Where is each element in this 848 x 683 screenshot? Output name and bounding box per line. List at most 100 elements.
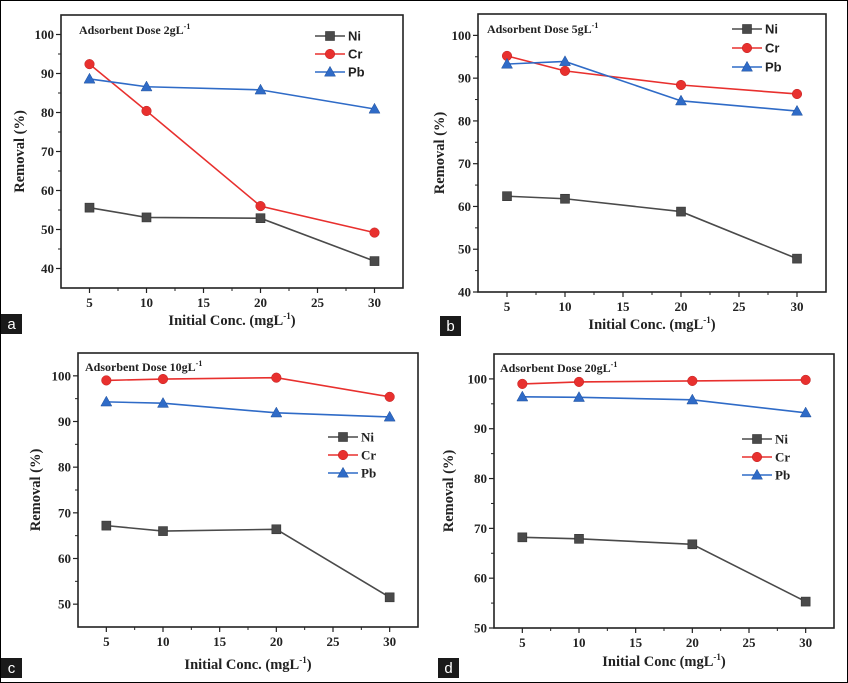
data-point-pb-5 bbox=[100, 395, 113, 407]
chart-panel-a: 5 10 15 20 25 30 40 50 60 70 80 90 100 Initial Conc. … bbox=[1, 14, 404, 334]
data-point-pb-30 bbox=[791, 104, 803, 116]
y-tick-label: 60 bbox=[41, 183, 54, 198]
data-point-cr-5 bbox=[101, 375, 112, 386]
x-axis-title-suffix: ) bbox=[291, 313, 296, 329]
data-point-pb-5 bbox=[501, 57, 513, 69]
data-point-ni-20 bbox=[255, 213, 266, 223]
y-tick-label: 100 bbox=[468, 371, 488, 386]
x-axis-title-text: Initial Conc (mgL bbox=[602, 654, 714, 670]
series-ni bbox=[84, 202, 380, 266]
series-pb bbox=[83, 72, 381, 114]
panel-title-text: Adsorbent Dose 10gL bbox=[85, 360, 196, 374]
y-tick-label: 80 bbox=[41, 105, 54, 120]
x-tick-label: 25 bbox=[311, 295, 325, 310]
data-point-ni-30 bbox=[369, 256, 380, 266]
data-point-cr-30 bbox=[791, 88, 803, 100]
legend-label-cr: Cr bbox=[765, 41, 779, 56]
panel-title-superscript: -1 bbox=[196, 359, 203, 368]
data-point-pb-20 bbox=[686, 393, 699, 405]
legend-marker-ni bbox=[338, 432, 348, 442]
data-point-cr-10 bbox=[573, 376, 585, 387]
data-point-ni-10 bbox=[560, 193, 570, 204]
panel-letter-badge bbox=[1, 658, 22, 678]
y-tick-label: 80 bbox=[474, 471, 487, 486]
legend-label-cr: Cr bbox=[361, 448, 376, 463]
x-tick-label: 25 bbox=[743, 635, 757, 650]
x-tick-label: 30 bbox=[791, 299, 804, 314]
x-axis-title-superscript: -1 bbox=[713, 652, 721, 662]
data-point-ni-20 bbox=[271, 524, 282, 535]
x-tick-label: 5 bbox=[519, 635, 526, 650]
legend-label-ni: Ni bbox=[765, 22, 778, 37]
legend-marker-ni bbox=[325, 31, 335, 41]
y-axis-title: Removal (%) bbox=[28, 449, 44, 532]
y-tick-label: 60 bbox=[58, 551, 71, 566]
panel-letter: a bbox=[7, 316, 16, 333]
legend-marker-pb bbox=[751, 468, 763, 480]
x-tick-label: 20 bbox=[686, 635, 699, 650]
y-tick-label: 80 bbox=[58, 460, 71, 475]
legend-label-pb: Pb bbox=[775, 468, 790, 483]
y-tick-label: 100 bbox=[35, 27, 55, 42]
legend-label-ni: Ni bbox=[775, 432, 788, 447]
panel-title-text: Adsorbent Dose 5gL bbox=[487, 22, 592, 36]
data-point-cr-20 bbox=[675, 79, 687, 91]
legend: Ni Cr Pb bbox=[742, 432, 790, 483]
x-tick-label: 20 bbox=[254, 295, 267, 310]
x-tick-label: 10 bbox=[573, 635, 586, 650]
legend-label-pb: Pb bbox=[765, 60, 782, 75]
series-line-ni bbox=[89, 206, 375, 262]
legend-marker-pb bbox=[337, 466, 349, 478]
series-cr bbox=[101, 372, 395, 402]
x-tick-label: 15 bbox=[617, 299, 631, 314]
series-line-ni bbox=[506, 195, 798, 260]
data-point-ni-5 bbox=[502, 191, 512, 201]
x-tick-label: 5 bbox=[86, 295, 93, 310]
data-point-pb-10 bbox=[157, 397, 169, 408]
data-point-ni-20 bbox=[687, 539, 698, 550]
x-axis-title-suffix: ) bbox=[711, 317, 716, 333]
plot-area-frame bbox=[77, 352, 419, 628]
data-point-cr-5 bbox=[517, 378, 528, 389]
data-point-pb-20 bbox=[254, 83, 267, 95]
x-tick-label: 20 bbox=[270, 634, 283, 649]
y-tick-label: 50 bbox=[58, 597, 71, 612]
legend-marker-pb bbox=[324, 65, 336, 77]
y-tick-label: 70 bbox=[458, 156, 471, 171]
x-tick-label: 25 bbox=[327, 634, 341, 649]
legend-label-pb: Pb bbox=[361, 466, 376, 481]
x-tick-label: 5 bbox=[504, 299, 511, 314]
legend-marker-cr bbox=[751, 451, 763, 463]
series-line-cr bbox=[106, 376, 390, 398]
series-line-pb bbox=[106, 401, 390, 418]
data-point-ni-5 bbox=[84, 202, 95, 213]
plot-area-frame bbox=[477, 13, 827, 293]
data-point-pb-10 bbox=[140, 80, 153, 92]
data-point-ni-30 bbox=[800, 596, 811, 607]
series-cr bbox=[517, 374, 811, 389]
y-tick-label: 50 bbox=[458, 242, 471, 257]
data-point-pb-5 bbox=[516, 390, 529, 402]
y-tick-label: 60 bbox=[474, 571, 487, 586]
series-line-ni bbox=[522, 536, 807, 603]
series-ni bbox=[517, 532, 811, 607]
x-tick-label: 10 bbox=[157, 634, 170, 649]
y-tick-label: 90 bbox=[458, 71, 471, 86]
data-point-cr-30 bbox=[369, 227, 380, 238]
x-tick-label: 10 bbox=[140, 295, 153, 310]
legend-marker-ni bbox=[752, 434, 762, 444]
x-tick-label: 30 bbox=[383, 634, 396, 649]
panel-letter-badge bbox=[438, 658, 459, 678]
x-tick-label: 25 bbox=[733, 299, 747, 314]
y-tick-label: 60 bbox=[458, 199, 471, 214]
data-point-cr-10 bbox=[141, 105, 152, 116]
legend-marker-pb bbox=[741, 60, 753, 72]
x-axis-title-superscript: -1 bbox=[703, 315, 711, 325]
legend-label-pb: Pb bbox=[348, 65, 365, 80]
legend-label-ni: Ni bbox=[361, 430, 374, 445]
series-line-pb bbox=[506, 60, 798, 112]
x-axis-title-text: Initial Conc. (mgL bbox=[184, 657, 299, 673]
data-point-ni-30 bbox=[384, 592, 395, 603]
y-axis-title: Removal (%) bbox=[12, 110, 28, 193]
